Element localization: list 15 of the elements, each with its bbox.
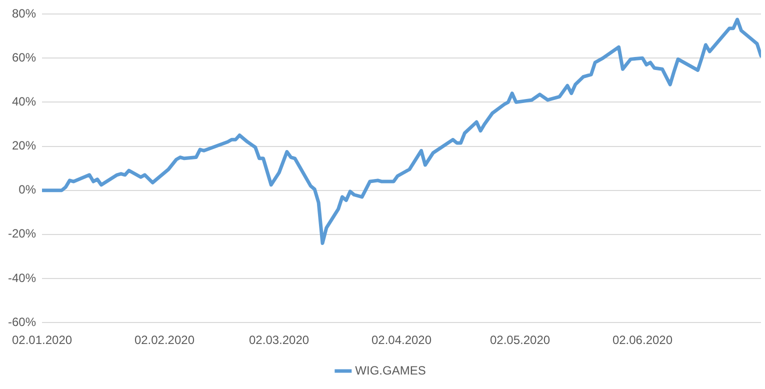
y-tick-label: 20% (12, 138, 36, 153)
y-tick-label: 60% (12, 50, 36, 64)
x-tick-label: 02.04.2020 (371, 333, 432, 348)
y-tick-label: -60% (8, 314, 36, 329)
y-tick-label: -40% (8, 270, 36, 285)
y-tick-label: -20% (8, 226, 36, 241)
legend-label: WIG.GAMES (355, 363, 426, 378)
x-tick-label: 02.06.2020 (612, 333, 673, 348)
y-tick-label: 0% (18, 182, 36, 197)
x-tick-label: 02.05.2020 (490, 333, 550, 348)
y-tick-label: 80% (12, 6, 36, 20)
x-tick-label: 02.03.2020 (249, 333, 310, 348)
x-tick-label: 02.02.2020 (134, 333, 195, 348)
x-tick-label: 02.01.2020 (12, 333, 72, 348)
y-tick-label: 40% (12, 94, 36, 108)
